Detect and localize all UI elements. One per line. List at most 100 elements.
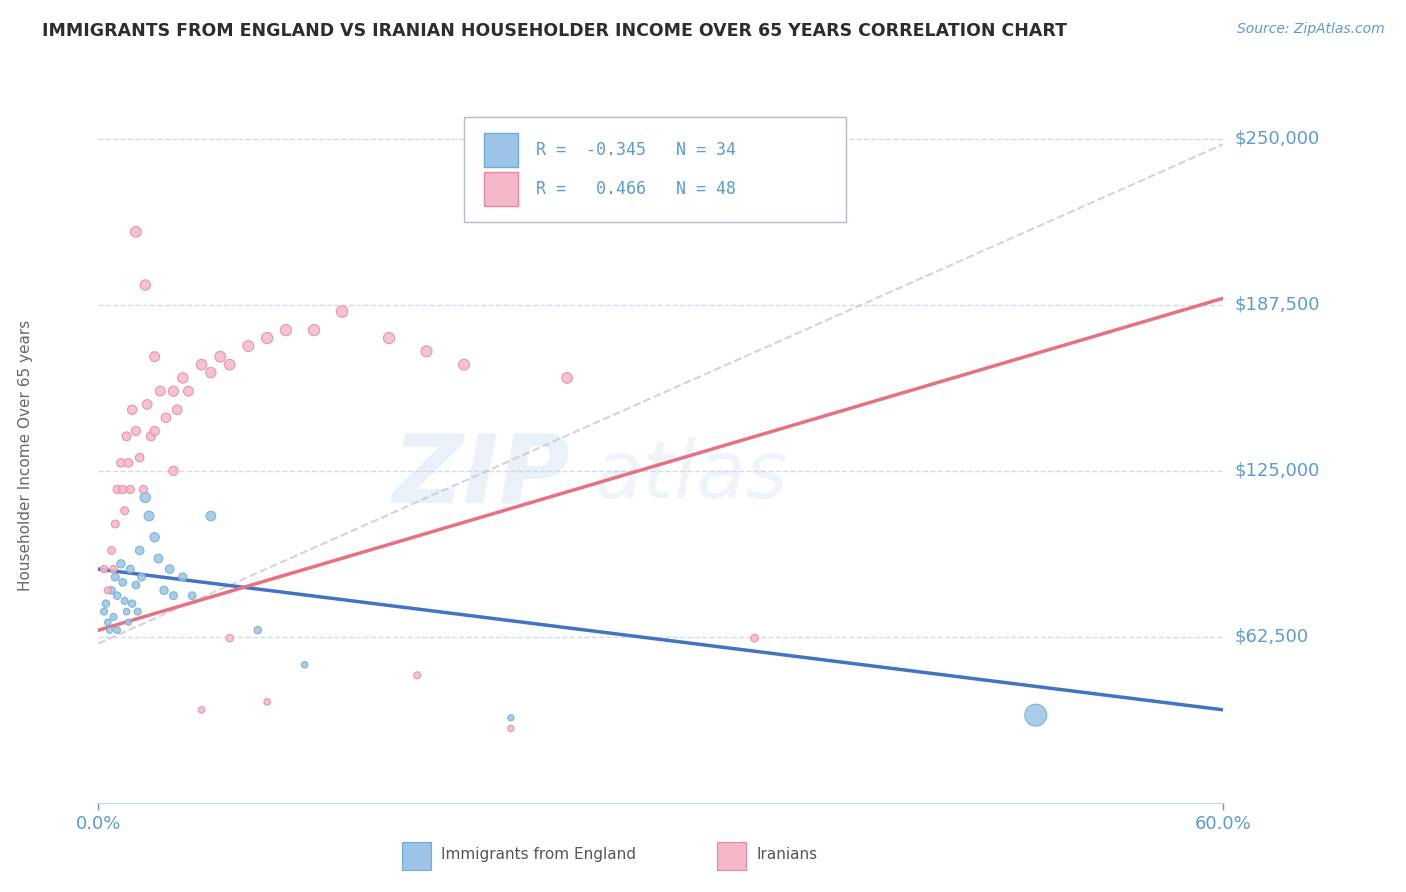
Point (139, 429, 162, 443)
Point (453, 358, 475, 372)
Point (200, 508, 222, 523)
Point (134, 277, 156, 292)
Point (128, 543, 150, 558)
Point (100, 583, 122, 598)
Point (100, 543, 122, 558)
Point (181, 589, 204, 603)
Point (218, 358, 240, 372)
Point (1025, 708, 1047, 723)
Point (177, 384, 200, 399)
Point (105, 623, 128, 637)
Point (131, 570, 153, 584)
Text: Householder Income Over 65 years: Householder Income Over 65 years (18, 319, 32, 591)
Point (406, 668, 429, 682)
Point (162, 589, 184, 603)
Point (98, 623, 121, 637)
Point (172, 570, 194, 584)
Point (143, 424, 166, 438)
Text: IMMIGRANTS FROM ENGLAND VS IRANIAN HOUSEHOLDER INCOME OVER 65 YEARS CORRELATION : IMMIGRANTS FROM ENGLAND VS IRANIAN HOUSE… (42, 22, 1067, 40)
Point (166, 402, 188, 417)
Point (138, 508, 160, 523)
Point (125, 578, 148, 592)
Point (274, 323, 297, 337)
FancyBboxPatch shape (484, 172, 517, 206)
Point (132, 483, 155, 497)
Text: $125,000: $125,000 (1234, 462, 1320, 480)
Point (200, 366, 222, 380)
Text: Source: ZipAtlas.com: Source: ZipAtlas.com (1237, 22, 1385, 37)
Point (93, 562, 115, 576)
Point (115, 605, 138, 619)
Text: atlas: atlas (593, 437, 789, 515)
Text: Immigrants from England: Immigrants from England (441, 847, 637, 863)
Point (97, 615, 120, 630)
Text: Iranians: Iranians (756, 847, 817, 863)
Point (143, 350, 166, 364)
Point (143, 530, 166, 544)
Point (117, 456, 139, 470)
Point (209, 350, 232, 364)
Point (120, 562, 142, 576)
Point (330, 304, 353, 318)
Point (499, 711, 522, 725)
Point (149, 384, 172, 399)
Point (153, 583, 176, 598)
Point (256, 331, 278, 345)
Point (121, 597, 143, 611)
Point (115, 429, 138, 443)
Point (128, 450, 150, 465)
Point (159, 562, 181, 576)
Point (246, 623, 269, 637)
Point (190, 358, 212, 372)
Point (120, 483, 142, 497)
Point (127, 605, 149, 619)
Text: ZIP: ZIP (392, 429, 571, 523)
Point (302, 323, 325, 337)
Text: $250,000: $250,000 (1234, 130, 1320, 148)
Point (105, 589, 128, 603)
Point (162, 464, 184, 478)
Point (162, 384, 184, 399)
Point (94, 597, 117, 611)
Text: R =   0.466   N = 48: R = 0.466 N = 48 (536, 180, 735, 198)
Point (114, 594, 136, 608)
Point (378, 331, 401, 345)
Point (744, 631, 766, 645)
Point (256, 695, 278, 709)
Point (148, 551, 170, 566)
Point (110, 456, 132, 470)
Point (499, 722, 522, 736)
Point (190, 703, 212, 717)
Text: R =  -0.345   N = 34: R = -0.345 N = 34 (536, 141, 735, 159)
Point (555, 371, 578, 385)
Point (117, 615, 139, 630)
Point (111, 483, 134, 497)
FancyBboxPatch shape (717, 842, 747, 871)
Point (104, 570, 127, 584)
Point (125, 225, 148, 239)
FancyBboxPatch shape (484, 134, 517, 167)
Point (111, 575, 134, 590)
Point (121, 402, 143, 417)
Point (114, 504, 136, 518)
Point (155, 410, 177, 425)
Point (218, 631, 240, 645)
Point (104, 516, 127, 531)
FancyBboxPatch shape (464, 118, 846, 222)
Text: $62,500: $62,500 (1234, 628, 1309, 646)
Point (103, 562, 125, 576)
Point (97, 583, 120, 598)
FancyBboxPatch shape (402, 842, 432, 871)
Point (93, 605, 115, 619)
Point (134, 491, 156, 505)
Point (136, 397, 159, 411)
Point (103, 610, 125, 624)
Point (238, 339, 260, 353)
Point (415, 344, 437, 359)
Point (172, 371, 194, 385)
Text: $187,500: $187,500 (1234, 296, 1320, 314)
Point (125, 424, 148, 438)
Point (110, 557, 132, 571)
Point (105, 483, 128, 497)
Point (294, 657, 316, 672)
